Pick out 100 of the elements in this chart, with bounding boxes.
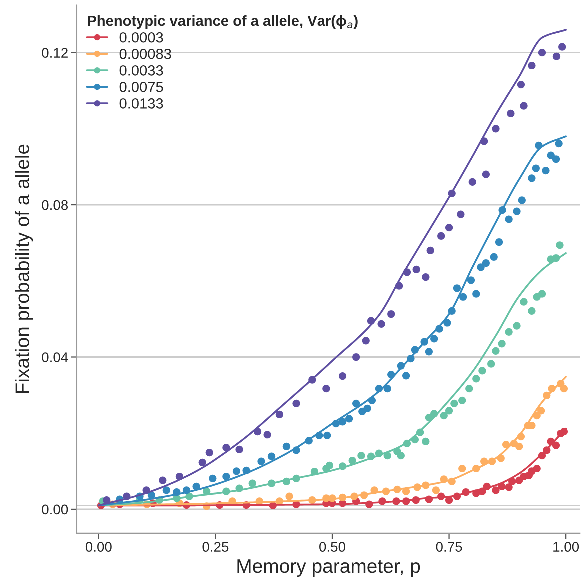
point xyxy=(466,385,474,393)
point xyxy=(458,464,466,473)
point xyxy=(538,290,546,298)
point xyxy=(198,458,206,466)
point xyxy=(505,484,513,492)
point xyxy=(358,452,366,460)
point xyxy=(482,170,490,178)
point xyxy=(282,442,291,450)
point xyxy=(560,385,568,393)
point xyxy=(338,372,347,380)
point xyxy=(432,486,440,494)
point xyxy=(422,274,430,282)
point xyxy=(488,360,496,368)
point xyxy=(468,178,476,186)
point xyxy=(517,80,526,89)
point xyxy=(516,442,524,450)
point xyxy=(520,298,528,306)
point xyxy=(159,476,167,484)
point xyxy=(513,208,521,216)
point xyxy=(397,452,405,460)
legend-label: 0.0075 xyxy=(120,82,164,92)
point xyxy=(412,266,420,274)
point xyxy=(492,486,500,494)
point xyxy=(477,264,485,272)
point xyxy=(472,375,480,383)
point xyxy=(538,49,546,57)
point xyxy=(458,396,466,404)
legend-title: Phenotypic variance of a allele, Var(ϕ$_{a}$) xyxy=(88,15,358,30)
point xyxy=(326,462,334,470)
legend-label: 0.0133 xyxy=(120,98,164,109)
point xyxy=(292,400,300,408)
point xyxy=(459,293,468,301)
point xyxy=(338,418,347,426)
point xyxy=(555,140,563,148)
point xyxy=(206,448,214,457)
y-tick-label: 0.08 xyxy=(42,200,68,210)
point xyxy=(438,232,446,240)
point xyxy=(528,307,536,316)
point xyxy=(552,442,560,450)
point xyxy=(445,407,454,415)
point xyxy=(507,110,515,118)
point xyxy=(482,259,490,268)
point xyxy=(478,367,486,375)
point xyxy=(547,152,555,160)
x-tick-label: 0.75 xyxy=(436,542,462,552)
point xyxy=(248,480,256,488)
x-axis-title: Memory parameter, p xyxy=(238,560,420,578)
point xyxy=(533,464,541,473)
point xyxy=(538,407,546,415)
point xyxy=(472,290,480,298)
y-tick-label: 0.04 xyxy=(42,352,68,362)
point xyxy=(422,438,430,446)
point xyxy=(209,474,217,482)
point xyxy=(402,372,410,380)
point xyxy=(232,468,241,476)
point xyxy=(352,353,360,362)
point xyxy=(542,166,550,175)
point xyxy=(222,472,230,481)
point xyxy=(324,432,332,440)
point xyxy=(556,242,564,250)
x-tick-label: 1.00 xyxy=(554,542,580,552)
point xyxy=(364,404,372,412)
point xyxy=(440,412,448,420)
point xyxy=(236,446,244,454)
point xyxy=(430,335,438,343)
point xyxy=(162,486,170,494)
point xyxy=(467,276,476,284)
point xyxy=(457,210,465,218)
point xyxy=(528,62,536,70)
point xyxy=(378,320,386,328)
point xyxy=(268,452,276,460)
legend-label: 0.00083 xyxy=(120,48,172,60)
x-tick-label: 0.50 xyxy=(320,542,346,552)
legend-label: 0.0033 xyxy=(120,65,164,76)
point xyxy=(498,340,506,348)
point xyxy=(348,456,356,465)
point xyxy=(276,410,284,419)
point xyxy=(450,400,458,408)
point xyxy=(453,284,462,292)
point xyxy=(258,458,266,466)
point xyxy=(322,385,330,393)
point xyxy=(492,125,500,133)
point xyxy=(445,224,454,232)
point xyxy=(518,196,526,204)
point xyxy=(362,337,370,345)
point xyxy=(552,52,561,60)
point xyxy=(352,400,360,408)
point xyxy=(346,415,354,423)
point xyxy=(264,431,272,439)
point xyxy=(384,385,392,393)
y-axis-title: Fixation probability of a allele xyxy=(15,144,34,394)
point xyxy=(495,238,504,246)
point xyxy=(532,164,540,172)
point xyxy=(520,102,528,110)
x-tick-label: 0.00 xyxy=(86,542,112,552)
point xyxy=(388,310,396,318)
point xyxy=(286,492,294,500)
point xyxy=(426,246,434,254)
point xyxy=(492,347,500,355)
point xyxy=(558,43,566,51)
